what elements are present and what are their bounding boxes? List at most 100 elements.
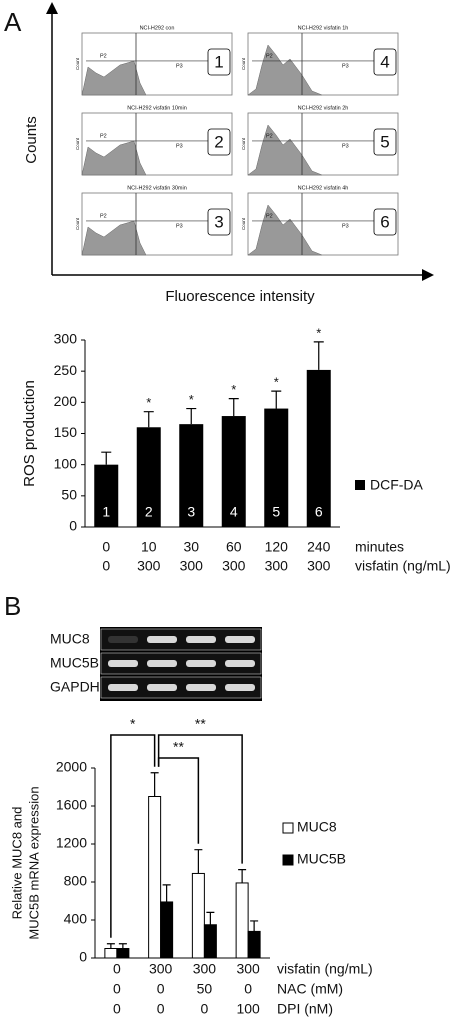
y-tick-label: 300 — [54, 331, 78, 347]
gel-band — [147, 660, 177, 667]
axis-label: Count — [75, 57, 80, 70]
error-bar — [118, 943, 127, 949]
y-axis-label: MUC5B mRNA expression — [26, 786, 41, 939]
gel-band — [186, 684, 216, 691]
bar — [264, 408, 289, 527]
condition-value: 0 — [113, 1001, 121, 1017]
legend-label: MUC8 — [297, 819, 337, 835]
bar-label: 5 — [272, 504, 280, 520]
gel-strip — [100, 652, 262, 675]
gel-band — [186, 636, 216, 643]
number-box — [207, 48, 231, 76]
gate-label: P2 — [266, 53, 273, 59]
bar-label: 4 — [230, 504, 238, 520]
bar-label: 6 — [315, 504, 323, 520]
axis-label: Count — [241, 57, 246, 70]
significance: * — [316, 325, 321, 340]
legend-swatch — [282, 822, 294, 834]
bar — [160, 901, 174, 959]
condition-value: 300 — [222, 558, 246, 574]
condition-value: 300 — [149, 961, 173, 977]
error-bar — [143, 411, 154, 428]
axis-label: Count — [75, 217, 80, 230]
y-tick-label: 50 — [61, 487, 77, 503]
panel-number: 2 — [214, 132, 223, 151]
histogram — [81, 140, 147, 176]
condition-name: minutes — [355, 539, 404, 555]
bar-label: 1 — [102, 504, 110, 520]
axis-label: Count — [75, 137, 80, 150]
condition-name: NAC (mM) — [277, 981, 343, 997]
y-tick-label: 200 — [54, 393, 78, 409]
bar-label: 2 — [145, 504, 153, 520]
condition-value: 100 — [236, 1001, 260, 1017]
gel-band — [225, 660, 255, 667]
bar — [94, 464, 119, 527]
panel-label: A — [4, 7, 22, 37]
panel-number: 6 — [380, 212, 389, 231]
condition-name: visfatin (ng/mL) — [355, 558, 451, 574]
significance: * — [189, 392, 194, 407]
condition-value: 0 — [244, 981, 252, 997]
y-tick-label: 250 — [54, 362, 78, 378]
condition-name: visfatin (ng/mL) — [277, 961, 373, 977]
gate-label: P3 — [176, 63, 183, 69]
gel-strip — [100, 628, 262, 651]
bar — [221, 416, 246, 527]
condition-value: 300 — [265, 558, 289, 574]
condition-value: 240 — [307, 539, 331, 555]
bar — [203, 924, 217, 959]
gel-band — [186, 660, 216, 667]
bar — [148, 796, 162, 959]
gate-label: P3 — [176, 143, 183, 149]
gel-label: GAPDH — [50, 679, 100, 695]
legend-label: DCF-DA — [370, 477, 424, 493]
condition-value: 300 — [137, 558, 161, 574]
bar-label: 3 — [187, 504, 195, 520]
condition-value: 0 — [157, 1001, 165, 1017]
panel-number: 3 — [214, 212, 223, 231]
legend-label: MUC5B — [297, 851, 346, 867]
panel-title: NCI-H292 visfatin 1h — [298, 25, 349, 31]
panel-title: NCI-H292 visfatin 2h — [298, 105, 349, 111]
axis-label: Count — [241, 137, 246, 150]
bar — [247, 930, 261, 959]
y-tick-label: 150 — [54, 424, 78, 440]
gel-band — [108, 636, 138, 643]
y-axis-label: ROS production — [21, 380, 38, 487]
histogram — [247, 124, 323, 176]
gate-label: P2 — [100, 213, 107, 219]
number-box — [207, 208, 231, 236]
histogram — [247, 204, 323, 256]
bar — [136, 427, 161, 527]
gel-band — [225, 636, 255, 643]
y-tick-label: 100 — [54, 455, 78, 471]
condition-value: 0 — [157, 981, 165, 997]
condition-name: DPI (nM) — [277, 1001, 333, 1017]
bar — [306, 369, 331, 527]
gel-label: MUC8 — [50, 631, 90, 647]
condition-value: 300 — [307, 558, 331, 574]
error-bar — [228, 397, 239, 417]
panel-title: NCI-H292 visfatin 4h — [298, 185, 349, 191]
gel-strip — [100, 676, 262, 699]
histogram — [247, 44, 323, 96]
bracket — [157, 734, 243, 864]
error-bar — [194, 849, 203, 874]
condition-value: 300 — [180, 558, 204, 574]
bar — [116, 948, 130, 959]
condition-value: 60 — [226, 539, 242, 555]
histogram — [81, 60, 147, 96]
error-bar — [238, 869, 247, 883]
bar — [235, 882, 249, 959]
y-tick-label: 800 — [64, 873, 88, 889]
gel-band — [147, 684, 177, 691]
legend-swatch — [282, 854, 294, 866]
gate-label: P3 — [342, 223, 349, 229]
y-tick-label: 0 — [79, 949, 87, 965]
gate-label: P3 — [176, 223, 183, 229]
condition-value: 0 — [102, 558, 110, 574]
gel-band — [147, 636, 177, 643]
y-tick-label: 1600 — [56, 797, 87, 813]
condition-value: 120 — [265, 539, 289, 555]
